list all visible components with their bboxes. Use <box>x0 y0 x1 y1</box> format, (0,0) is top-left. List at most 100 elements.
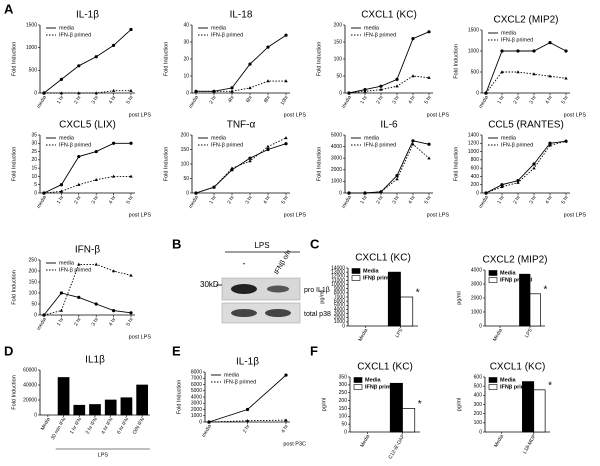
point <box>59 183 64 187</box>
x-tick-label: 2 hr <box>512 194 522 205</box>
y-axis-label: Fold Induction <box>453 44 459 79</box>
chart-title: IL-6 <box>380 120 398 131</box>
y-tick-label: 2000 <box>334 315 345 321</box>
point <box>347 191 351 195</box>
x-axis-label: post LPS <box>129 334 152 340</box>
y-tick-label: 50 <box>336 73 342 79</box>
series-line <box>43 292 132 316</box>
annotation: * <box>544 284 548 295</box>
y-tick-label: 1200 <box>468 141 479 147</box>
y-tick-label: 2000 <box>191 407 202 413</box>
y-tick-label: 1000 <box>334 319 345 325</box>
blot-treatment: LPS <box>254 241 269 250</box>
point <box>245 407 250 412</box>
legend-swatch <box>351 268 361 274</box>
x-tick-label: 30 min IFN <box>50 416 68 441</box>
legend-label: media <box>59 135 75 141</box>
legend-label: IFN-β primed <box>501 37 533 43</box>
point <box>284 142 288 146</box>
chart-title: IFN-β <box>75 245 100 256</box>
y-tick-label: 13000 <box>331 269 345 275</box>
bar <box>389 382 403 433</box>
y-tick-label: 0 <box>344 429 347 435</box>
y-tick-label: 1000 <box>468 48 479 54</box>
chart-title: CXCL2 (MIP2) <box>493 15 558 26</box>
point <box>112 43 116 48</box>
point <box>500 184 504 188</box>
y-tick-label: 250 <box>29 257 38 263</box>
y-tick-label: 0 <box>199 419 202 425</box>
point <box>42 91 46 95</box>
x-tick-label: media <box>36 316 48 331</box>
series-line <box>43 29 132 94</box>
chart-title: IL1β <box>85 355 105 366</box>
x-tick-label: 1 hr <box>208 194 218 205</box>
x-tick-label: media <box>201 423 213 438</box>
x-tick-label: 1 hr <box>359 94 369 105</box>
point <box>248 62 252 66</box>
x-tick-label: 2 hr <box>73 316 83 327</box>
y-tick-label: 400 <box>474 393 483 399</box>
chart-title: CXCL2 (MIP2) <box>482 255 547 266</box>
y-axis-label: Fold Induction <box>316 147 322 182</box>
x-axis-label: post LPS <box>284 212 307 218</box>
point <box>500 183 504 187</box>
y-axis-label: pg/ml <box>319 290 325 303</box>
x-axis-label: post P3C <box>283 441 306 447</box>
point <box>484 191 488 195</box>
y-tick-label: 0 <box>186 190 189 196</box>
y-tick-label: 6000 <box>191 382 202 388</box>
y-tick-label: 7000 <box>334 294 345 300</box>
point <box>427 142 431 146</box>
y-tick-label: 100 <box>474 420 483 426</box>
x-tick-label: media <box>36 194 48 209</box>
point <box>111 269 116 273</box>
point <box>379 84 383 88</box>
legend-label: Media <box>500 377 517 383</box>
y-tick-label: 5000 <box>334 303 345 309</box>
y-tick-label: 0 <box>34 190 37 196</box>
point <box>248 159 252 163</box>
series-line <box>43 142 131 194</box>
x-tick-label: 1 hr <box>56 316 66 327</box>
legend-label: media <box>59 25 75 31</box>
y-tick-label: 150 <box>334 39 343 45</box>
y-tick-label: 10 <box>183 73 189 79</box>
chart-title: CXCL1 (KC) <box>355 253 411 264</box>
legend-label: Media <box>500 270 517 276</box>
y-tick-label: 0 <box>479 429 482 435</box>
x-tick-label: media <box>341 194 353 209</box>
series-line <box>43 175 131 194</box>
legend-label: IFNβ primed <box>363 275 395 281</box>
y-tick-label: 0 <box>342 323 345 329</box>
panel-label: A <box>4 1 14 16</box>
y-axis-label: pg/ml <box>321 398 327 411</box>
x-tick-label: 4 hr IFN <box>100 416 114 435</box>
point <box>411 142 415 146</box>
chart-title: CXCL5 (LIX) <box>59 120 116 131</box>
point <box>94 177 98 181</box>
legend-label: IFNβ primed <box>500 384 532 390</box>
y-tick-label: 250 <box>339 390 348 396</box>
point <box>59 291 64 295</box>
legend-label: media <box>59 260 75 266</box>
y-tick-label: 3000 <box>334 311 345 317</box>
series-line <box>196 34 287 92</box>
point <box>284 373 288 377</box>
y-tick-label: 4000 <box>471 267 482 273</box>
y-tick-label: 0 <box>476 90 479 96</box>
panel-label: F <box>310 343 318 358</box>
legend-label: IFNβ primed <box>500 277 532 283</box>
y-tick-label: 300 <box>339 382 348 388</box>
x-tick-label: Media <box>492 327 504 342</box>
panel-label: B <box>172 236 181 251</box>
chart-title: IL-18 <box>230 10 253 21</box>
y-tick-label: 100 <box>339 414 348 420</box>
point <box>548 143 552 147</box>
y-axis-label: Fold Induction <box>163 147 169 182</box>
chart-title: CXCL1 (KC) <box>361 10 417 21</box>
x-tick-label: 3 hr <box>91 194 101 205</box>
point <box>129 311 133 315</box>
y-tick-label: 500 <box>29 68 38 74</box>
x-axis-label: post LPS <box>427 212 450 218</box>
